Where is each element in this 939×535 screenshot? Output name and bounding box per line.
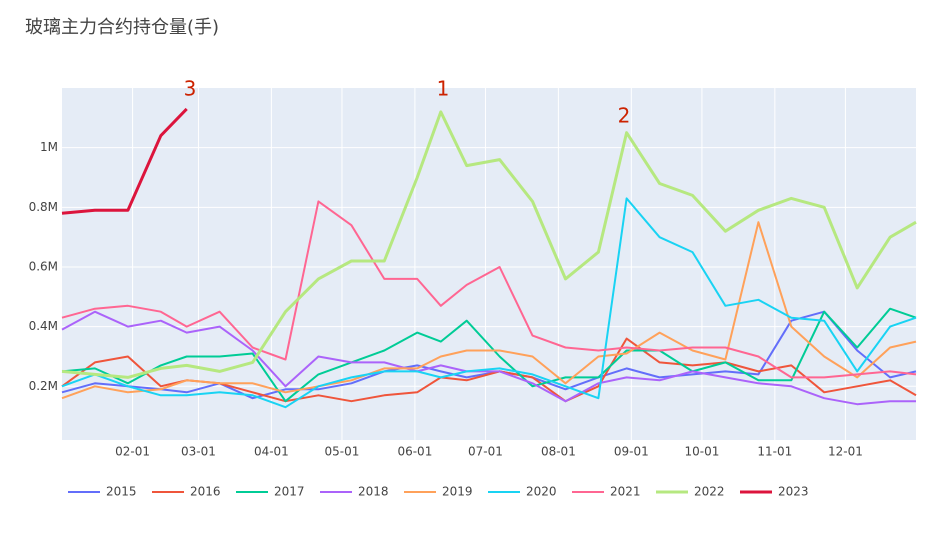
x-tick-label: 10-01: [684, 445, 719, 459]
legend-label: 2023: [778, 485, 809, 499]
x-tick-label: 08-01: [541, 445, 576, 459]
x-tick-label: 09-01: [614, 445, 649, 459]
series-line: [61, 197, 917, 409]
series-line: [61, 221, 917, 400]
series-line: [61, 110, 917, 379]
x-tick-label: 07-01: [468, 445, 503, 459]
series-line: [61, 107, 188, 215]
legend-label: 2015: [106, 485, 137, 499]
y-tick-label: 1M: [40, 140, 58, 154]
chart-title: 玻璃主力合约持仓量(手): [25, 17, 219, 38]
legend-label: 2017: [274, 485, 305, 499]
plot-area: [62, 88, 916, 440]
x-tick-label: 03-01: [181, 445, 216, 459]
legend-label: 2016: [190, 485, 221, 499]
series-line: [61, 200, 917, 379]
x-tick-label: 06-01: [397, 445, 432, 459]
x-tick-label: 05-01: [325, 445, 360, 459]
y-tick-label: 0.8M: [29, 200, 58, 214]
annotation: 1: [437, 77, 450, 101]
y-tick-label: 0.6M: [29, 259, 58, 273]
series-line: [61, 310, 917, 400]
legend-label: 2018: [358, 485, 389, 499]
y-tick-label: 0.4M: [29, 319, 58, 333]
x-tick-label: 12-01: [828, 445, 863, 459]
legend-label: 2020: [526, 485, 557, 499]
series-line: [61, 307, 917, 403]
x-tick-label: 02-01: [115, 445, 150, 459]
x-tick-label: 11-01: [757, 445, 792, 459]
legend-label: 2022: [694, 485, 725, 499]
series-line: [61, 310, 916, 406]
y-tick-label: 0.2M: [29, 379, 58, 393]
annotation: 2: [618, 104, 631, 128]
legend-label: 2021: [610, 485, 641, 499]
annotation: 3: [184, 77, 197, 101]
legend-label: 2019: [442, 485, 473, 499]
x-tick-label: 04-01: [254, 445, 289, 459]
